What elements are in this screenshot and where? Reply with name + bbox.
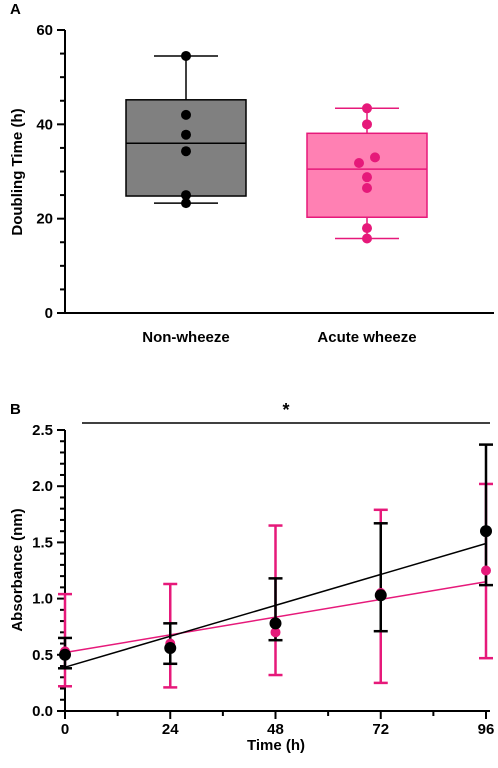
x-category-label: Non-wheeze	[142, 329, 230, 346]
data-point	[270, 627, 281, 638]
data-point	[362, 233, 372, 244]
data-point	[59, 648, 71, 661]
y-tick-label: 40	[36, 116, 53, 133]
x-tick-label: 96	[478, 721, 495, 738]
panel-b-letter: B	[10, 401, 21, 418]
y-tick-label: 60	[36, 22, 53, 39]
y-tick-label: 0.5	[32, 647, 53, 664]
x-tick-label: 48	[267, 721, 284, 738]
y-tick-label: 0	[45, 305, 53, 322]
panel-b-y-axis-label: Absorbance (nm)	[9, 508, 26, 631]
y-tick-label: 2.5	[32, 422, 53, 439]
y-tick-label: 1.0	[32, 591, 53, 608]
data-point	[269, 617, 282, 630]
data-point	[181, 146, 191, 157]
data-point	[370, 152, 380, 163]
data-point	[480, 525, 492, 538]
data-point	[164, 642, 177, 655]
data-point	[374, 589, 387, 602]
data-point	[181, 109, 191, 120]
data-point	[362, 119, 372, 130]
significance-asterisk: *	[282, 400, 289, 420]
y-tick-label: 20	[36, 211, 53, 228]
data-point	[481, 565, 491, 576]
panel-b-x-axis-label: Time (h)	[247, 737, 305, 754]
data-point	[362, 223, 372, 234]
x-tick-label: 24	[162, 721, 179, 738]
data-point	[362, 172, 372, 183]
y-tick-label: 2.0	[32, 478, 53, 495]
data-point	[354, 158, 364, 169]
data-point	[181, 50, 191, 61]
panel-a-letter: A	[10, 1, 21, 18]
x-tick-label: 0	[61, 721, 69, 738]
data-point	[181, 129, 191, 140]
data-point	[362, 103, 372, 114]
data-point	[181, 190, 191, 201]
data-point	[362, 183, 372, 194]
x-category-label: Acute wheeze	[317, 329, 416, 346]
y-tick-label: 0.0	[32, 703, 53, 720]
y-tick-label: 1.5	[32, 534, 53, 551]
panel-a-y-axis-label: Doubling Time (h)	[9, 108, 26, 235]
x-tick-label: 72	[372, 721, 389, 738]
data-point	[181, 198, 191, 209]
